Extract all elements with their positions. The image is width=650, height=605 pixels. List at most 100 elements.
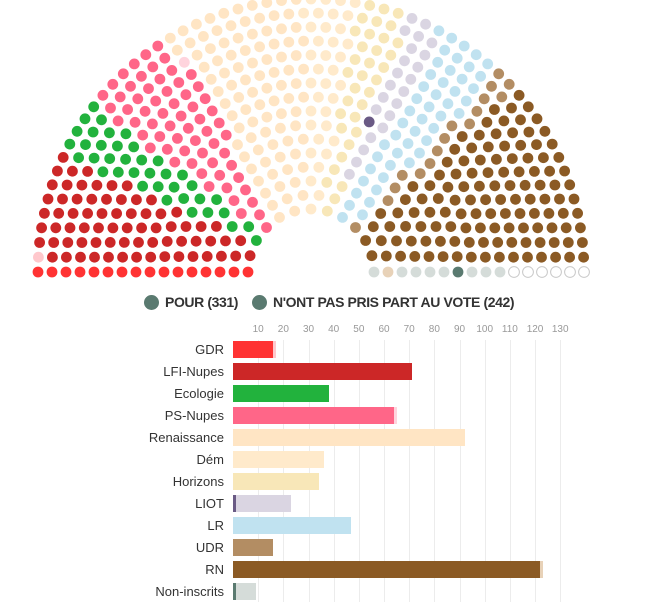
seat-dot	[562, 237, 574, 248]
seat-dot	[378, 3, 390, 15]
seat-dot	[200, 266, 212, 278]
seat-dot	[182, 122, 194, 134]
seat-dot	[522, 152, 534, 164]
seat-dot	[439, 133, 450, 144]
seat-dot	[247, 116, 259, 128]
seat-dot	[507, 127, 518, 139]
seat-dot	[305, 203, 317, 215]
gridline	[283, 340, 285, 602]
seat-dot	[424, 266, 436, 278]
seat-dot	[152, 40, 164, 52]
seat-dot	[546, 138, 558, 150]
seat-dot	[513, 89, 525, 101]
seat-dot	[430, 221, 442, 232]
seat-dot	[136, 222, 148, 234]
seat-dot	[342, 67, 354, 78]
seat-dot	[114, 91, 126, 103]
seat-dot	[342, 95, 354, 107]
seat-dot	[504, 180, 516, 191]
bar-row: LFI-Nupes	[0, 363, 650, 385]
seat-dot	[147, 61, 159, 73]
seat-dot	[342, 10, 354, 21]
seat-dot	[245, 132, 257, 144]
seat-dot	[439, 44, 451, 56]
seat-dot	[78, 222, 90, 234]
seat-dot	[426, 37, 438, 49]
seat-dot	[168, 98, 180, 110]
seat-dot	[357, 209, 368, 221]
seat-dot	[460, 95, 472, 107]
seat-dot	[176, 235, 188, 247]
seat-dot	[392, 37, 404, 49]
seat-dot	[407, 181, 419, 192]
seat-dot	[372, 151, 383, 163]
seat-dot	[425, 69, 437, 80]
seat-dot	[446, 32, 458, 44]
seat-dot	[203, 181, 215, 192]
seat-dot	[267, 199, 278, 211]
seat-dot	[480, 194, 491, 206]
bar-segment-pour	[233, 363, 412, 380]
seat-dot	[247, 196, 258, 208]
seat-dot	[112, 166, 124, 178]
bar-row: Non-inscrits	[0, 583, 650, 605]
seat-dot	[455, 208, 467, 220]
seat-dot	[404, 157, 415, 169]
seat-dot	[518, 222, 529, 234]
seat-dot	[560, 222, 572, 234]
seat-dot	[71, 193, 83, 205]
seat-dot	[413, 31, 424, 42]
seat-dot	[132, 93, 144, 105]
seat-dot	[313, 91, 324, 103]
seat-dot	[385, 79, 396, 91]
seat-dot	[478, 237, 489, 248]
seat-dot	[160, 168, 172, 180]
seat-dot	[161, 86, 173, 97]
seat-dot	[466, 167, 478, 179]
seat-dot	[522, 101, 534, 113]
seat-dot	[320, 50, 332, 61]
seat-dot	[377, 122, 389, 134]
seat-dot	[112, 115, 124, 127]
seat-dot	[498, 166, 510, 178]
seat-dot	[365, 132, 377, 144]
bar-segment-pour	[233, 583, 236, 600]
seat-dot	[405, 73, 417, 85]
seat-dot	[420, 18, 431, 30]
seat-dot	[226, 79, 238, 91]
seat-dot	[131, 251, 143, 263]
seat-dot	[342, 38, 354, 50]
seat-dot	[143, 83, 154, 94]
seat-dot	[154, 131, 166, 142]
bar-segment-nppv	[233, 429, 465, 446]
seat-dot	[534, 237, 546, 248]
seat-dot	[305, 77, 317, 89]
seat-dot	[261, 0, 273, 8]
seat-dot	[366, 250, 378, 262]
seat-dot	[289, 177, 301, 188]
seat-dot	[534, 179, 546, 191]
seat-dot	[240, 104, 252, 115]
x-axis-tick-label: 60	[378, 324, 390, 335]
seat-dot	[136, 70, 147, 82]
seat-dot	[116, 194, 127, 205]
seat-dot	[378, 62, 390, 73]
seat-dot	[268, 67, 280, 78]
x-axis-tick-label: 40	[328, 324, 340, 335]
seat-dot	[243, 221, 255, 233]
seat-dot	[75, 251, 86, 263]
bar-row: RN	[0, 561, 650, 583]
seat-dot	[276, 23, 287, 35]
seat-dot	[364, 57, 375, 69]
seat-dot	[437, 77, 449, 88]
seat-dot	[446, 120, 458, 132]
empty-seat-dot	[578, 266, 590, 278]
seat-dot	[412, 61, 424, 73]
seat-dot	[424, 206, 436, 218]
seat-dot	[358, 175, 369, 187]
seat-dot	[298, 91, 309, 103]
seat-dot	[510, 193, 521, 205]
seat-dot	[254, 209, 265, 221]
seat-dot	[274, 181, 286, 192]
seat-dot	[344, 168, 355, 180]
